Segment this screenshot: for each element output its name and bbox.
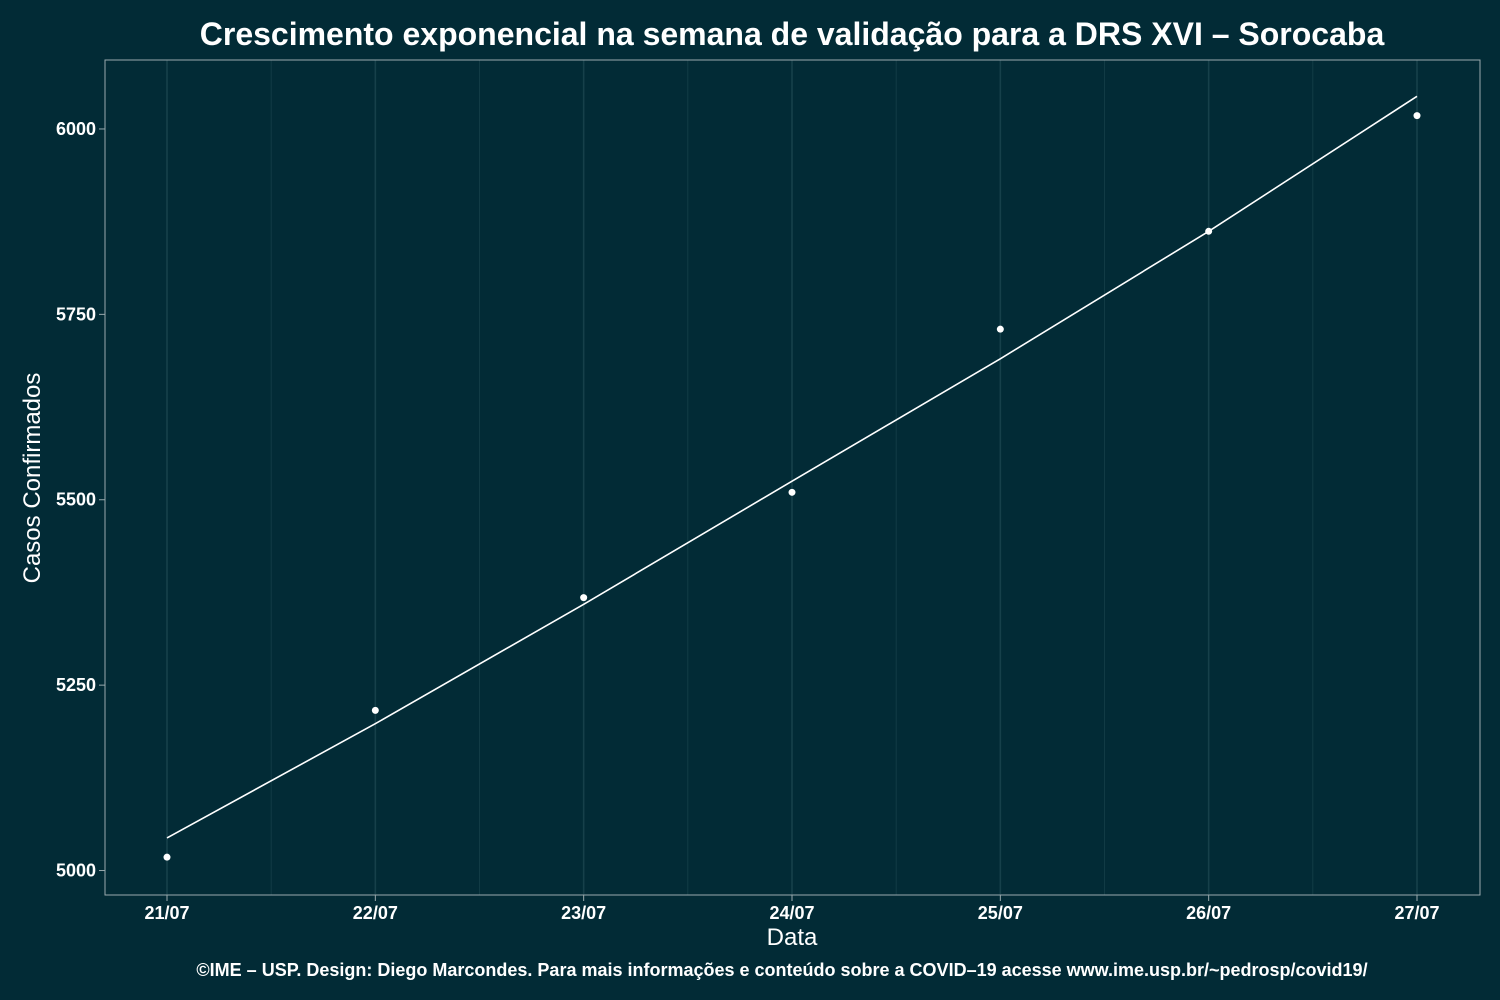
y-tick-label: 5500 bbox=[56, 490, 96, 510]
y-tick-label: 6000 bbox=[56, 119, 96, 139]
x-tick-label: 22/07 bbox=[353, 903, 398, 923]
x-tick-label: 27/07 bbox=[1394, 903, 1439, 923]
grid-lines bbox=[166, 60, 1418, 895]
data-point bbox=[163, 853, 171, 861]
x-tick-label: 21/07 bbox=[144, 903, 189, 923]
data-point bbox=[1205, 227, 1213, 235]
data-point bbox=[1413, 112, 1421, 120]
data-point bbox=[371, 706, 379, 714]
y-axis-ticks: 5000 5250 5500 5750 6000 bbox=[56, 119, 105, 881]
x-tick-label: 23/07 bbox=[561, 903, 606, 923]
x-axis-title: Data bbox=[767, 924, 818, 951]
data-point bbox=[788, 488, 796, 496]
y-tick-label: 5250 bbox=[56, 675, 96, 695]
x-tick-label: 25/07 bbox=[978, 903, 1023, 923]
x-axis-ticks: 21/07 22/07 23/07 24/07 25/07 26/07 27/07 bbox=[144, 895, 1440, 923]
y-tick-label: 5000 bbox=[56, 861, 96, 881]
y-tick-label: 5750 bbox=[56, 304, 96, 324]
y-axis-title: Casos Confirmados bbox=[19, 373, 46, 584]
data-points bbox=[163, 112, 1421, 861]
caption: ©IME – USP. Design: Diego Marcondes. Par… bbox=[196, 960, 1367, 980]
x-tick-label: 26/07 bbox=[1186, 903, 1231, 923]
data-point bbox=[580, 594, 588, 602]
x-tick-label: 24/07 bbox=[769, 903, 814, 923]
data-point bbox=[996, 325, 1004, 333]
chart-title: Crescimento exponencial na semana de val… bbox=[200, 16, 1385, 52]
